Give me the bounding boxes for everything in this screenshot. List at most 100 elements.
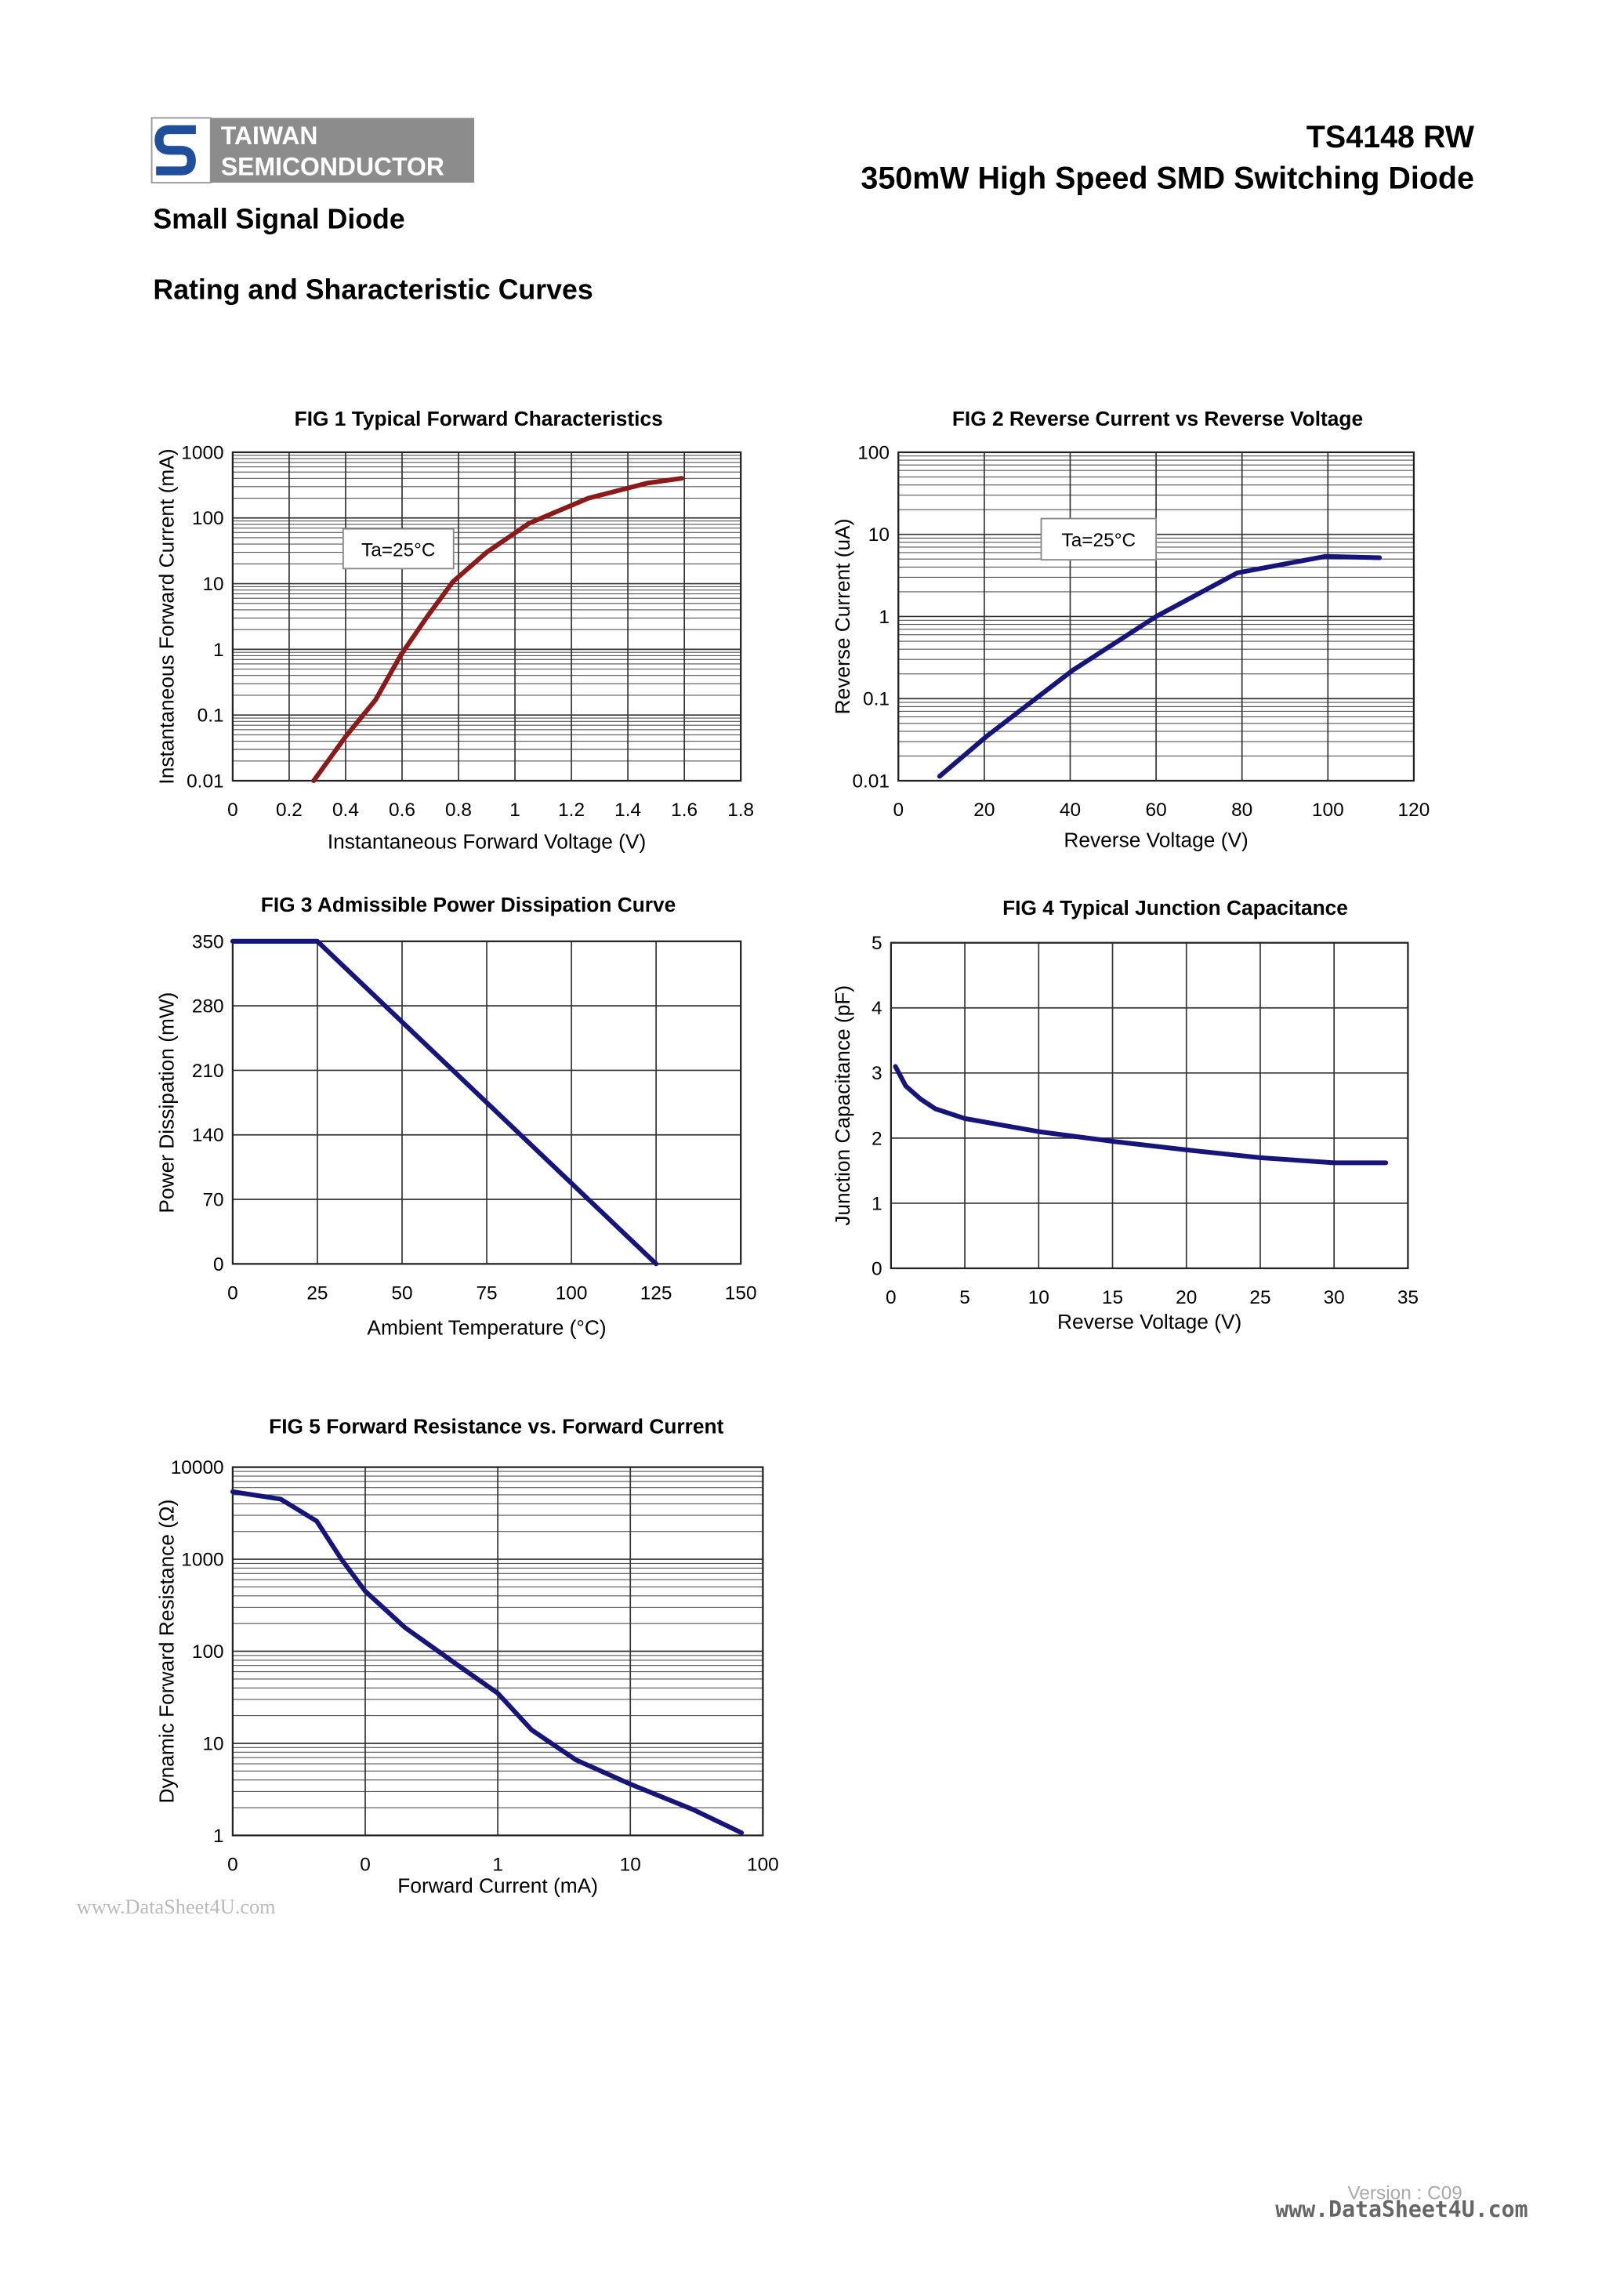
y-tick-label: 3 xyxy=(872,1063,882,1084)
y-tick-label: 0.1 xyxy=(863,689,890,710)
x-tick-label: 1 xyxy=(509,800,520,821)
x-tick-label: 20 xyxy=(1176,1287,1197,1308)
part-description: 350mW High Speed SMD Switching Diode xyxy=(861,161,1474,196)
x-tick-label: 10 xyxy=(620,1855,641,1876)
y-tick-label: 10 xyxy=(202,1733,223,1754)
y-axis-label: Dynamic Forward Resistance (Ω) xyxy=(155,1500,179,1804)
x-axis-label: Reverse Voltage (V) xyxy=(1064,829,1248,852)
x-tick-label: 0.6 xyxy=(389,800,415,821)
x-tick-label: 0 xyxy=(886,1287,897,1308)
part-number: TS4148 RW xyxy=(1307,120,1475,154)
x-tick-label: 1.6 xyxy=(671,800,698,821)
y-tick-label: 1 xyxy=(213,640,224,661)
x-tick-label: 125 xyxy=(640,1282,672,1304)
version: Version : C09 xyxy=(1347,2183,1462,2204)
y-tick-label: 2 xyxy=(872,1128,882,1149)
chart-title: FIG 5 Forward Resistance vs. Forward Cur… xyxy=(269,1414,723,1438)
x-tick-label: 0.8 xyxy=(445,800,472,821)
y-tick-label: 100 xyxy=(192,508,224,529)
logo-text: SEMICONDUCTOR xyxy=(221,153,444,181)
y-tick-label: 1000 xyxy=(181,1550,223,1571)
y-tick-label: 1000 xyxy=(181,442,223,463)
y-axis-label: Power Dissipation (mW) xyxy=(155,992,179,1213)
plot-frame xyxy=(897,451,1415,782)
plot-frame xyxy=(231,1466,764,1837)
y-tick-label: 0 xyxy=(872,1258,882,1279)
x-tick-label: 30 xyxy=(1324,1287,1345,1308)
chart-title: FIG 1 Typical Forward Characteristics xyxy=(295,407,663,430)
annotation-box xyxy=(1040,517,1158,561)
logo: TAIWAN SEMICONDUCTOR xyxy=(150,117,475,184)
x-tick-label: 0 xyxy=(893,800,904,821)
x-axis-label: Forward Current (mA) xyxy=(397,1874,598,1898)
x-tick-label: 100 xyxy=(556,1282,588,1304)
site: www.DataSheet4U.com xyxy=(1275,2196,1528,2222)
y-tick-label: 1 xyxy=(879,607,890,628)
curve xyxy=(937,553,1383,779)
y-tick-label: 280 xyxy=(192,996,224,1017)
y-tick-label: 70 xyxy=(202,1189,223,1210)
x-tick-label: 0 xyxy=(360,1855,371,1876)
x-tick-label: 0.4 xyxy=(332,800,359,821)
x-tick-label: 35 xyxy=(1397,1287,1419,1308)
plot-frame xyxy=(890,941,1409,1270)
x-tick-label: 1.4 xyxy=(614,800,641,821)
plot-frame xyxy=(231,451,742,782)
x-tick-label: 0 xyxy=(227,1855,238,1876)
logo-icon xyxy=(154,125,196,176)
x-tick-label: 0 xyxy=(227,1282,238,1304)
y-tick-label: 350 xyxy=(192,931,224,952)
annotation: Ta=25°C xyxy=(361,539,436,560)
y-tick-label: 0.01 xyxy=(852,771,890,792)
category: Small Signal Diode xyxy=(153,203,404,234)
x-tick-label: 1 xyxy=(492,1855,503,1876)
watermark: www.DataSheet4U.com xyxy=(77,1895,276,1918)
y-tick-label: 0.1 xyxy=(198,705,224,727)
x-tick-label: 80 xyxy=(1231,800,1252,821)
x-tick-label: 15 xyxy=(1102,1287,1123,1308)
plot-frame xyxy=(231,940,742,1265)
section-title: Rating and Sharacteristic Curves xyxy=(153,274,593,306)
y-tick-label: 140 xyxy=(192,1125,224,1146)
x-tick-label: 1.8 xyxy=(727,800,754,821)
x-tick-label: 0 xyxy=(227,800,238,821)
y-axis-label: Reverse Current (uA) xyxy=(831,519,854,715)
x-tick-label: 25 xyxy=(306,1282,328,1304)
x-tick-label: 100 xyxy=(1312,800,1344,821)
x-axis-label: Instantaneous Forward Voltage (V) xyxy=(328,829,646,853)
curve xyxy=(893,1064,1389,1166)
x-tick-label: 150 xyxy=(725,1282,757,1304)
y-tick-label: 10000 xyxy=(171,1457,224,1478)
x-tick-label: 25 xyxy=(1249,1287,1270,1308)
y-tick-label: 210 xyxy=(192,1061,224,1082)
x-tick-label: 0.2 xyxy=(276,800,303,821)
curve xyxy=(230,1489,745,1836)
y-tick-label: 100 xyxy=(857,442,890,463)
x-tick-label: 100 xyxy=(747,1855,779,1876)
annotation: Ta=25°C xyxy=(1062,530,1136,551)
x-tick-label: 60 xyxy=(1146,800,1167,821)
x-tick-label: 40 xyxy=(1060,800,1081,821)
chart-title: FIG 4 Typical Junction Capacitance xyxy=(1002,896,1348,919)
x-tick-label: 120 xyxy=(1398,800,1430,821)
x-tick-label: 20 xyxy=(973,800,995,821)
y-tick-label: 100 xyxy=(192,1641,224,1663)
y-axis-label: Junction Capacitance (pF) xyxy=(831,985,854,1226)
x-tick-label: 1.2 xyxy=(558,800,585,821)
annotation-box xyxy=(342,528,455,570)
y-axis-label: Instantaneous Forward Current (mA) xyxy=(155,448,179,784)
curve xyxy=(311,476,684,783)
chart-title: FIG 3 Admissible Power Dissipation Curve xyxy=(261,893,676,916)
chart-title: FIG 2 Reverse Current vs Reverse Voltage xyxy=(952,407,1363,430)
y-tick-label: 4 xyxy=(872,998,882,1019)
x-tick-label: 75 xyxy=(476,1282,497,1304)
x-tick-label: 10 xyxy=(1028,1287,1049,1308)
y-tick-label: 1 xyxy=(872,1193,882,1214)
y-tick-label: 0 xyxy=(213,1254,224,1275)
y-tick-label: 10 xyxy=(202,574,223,595)
x-tick-label: 50 xyxy=(391,1282,412,1304)
y-tick-label: 0.01 xyxy=(187,771,224,792)
logo-text: TAIWAN xyxy=(221,122,318,150)
